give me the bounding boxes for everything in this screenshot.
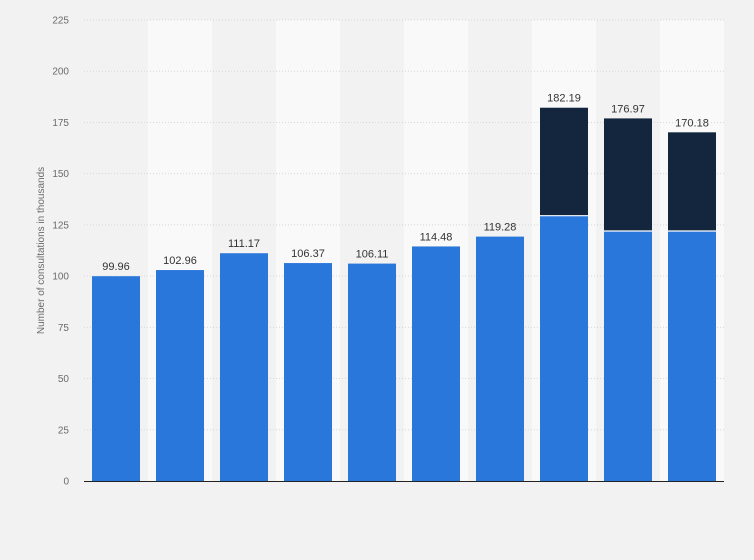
data-label: 114.48 xyxy=(420,231,453,243)
data-label: 119.28 xyxy=(484,222,517,234)
y-tick-label: 75 xyxy=(58,323,70,334)
bar-segment-lower xyxy=(284,263,332,481)
y-tick-label: 150 xyxy=(52,169,69,180)
y-tick-label: 100 xyxy=(52,272,69,283)
data-label: 176.97 xyxy=(611,103,645,115)
data-label: 106.11 xyxy=(356,249,389,261)
bar-segment-lower xyxy=(156,270,204,481)
y-tick-label: 225 xyxy=(52,16,69,27)
bar-segment-lower xyxy=(220,253,268,481)
data-label: 170.18 xyxy=(675,117,709,129)
bar-segment-upper xyxy=(540,107,588,216)
data-label: 106.37 xyxy=(291,248,325,260)
y-tick-label: 0 xyxy=(63,477,69,488)
bar-segment-upper xyxy=(668,132,716,232)
bars xyxy=(92,107,716,481)
bar-segment-lower xyxy=(540,215,588,481)
y-tick-label: 200 xyxy=(52,67,69,78)
data-label: 99.96 xyxy=(102,261,130,273)
bar-segment-upper xyxy=(604,118,652,232)
data-labels: 99.96 102.96 111.17 106.37 106.11 114.48 119.2… xyxy=(102,93,709,273)
data-label: 111.17 xyxy=(228,238,260,250)
y-tick-label: 125 xyxy=(52,220,69,231)
bar-segment-lower xyxy=(348,263,396,481)
y-axis-title: Number of consultations in thousands xyxy=(36,167,47,334)
y-axis-ticks: 0 25 50 75 100 125 150 175 200 225 xyxy=(52,16,69,488)
bar-segment-lower xyxy=(476,236,524,481)
bar-segment-lower xyxy=(668,231,716,481)
bar-segment-lower xyxy=(604,231,652,481)
y-tick-label: 50 xyxy=(58,374,70,385)
data-label: 182.19 xyxy=(547,93,581,105)
bar-segment-lower xyxy=(412,246,460,481)
y-tick-label: 175 xyxy=(52,118,69,129)
y-tick-label: 25 xyxy=(58,425,70,436)
data-label: 102.96 xyxy=(163,255,197,267)
bar-segment-lower xyxy=(92,276,140,481)
